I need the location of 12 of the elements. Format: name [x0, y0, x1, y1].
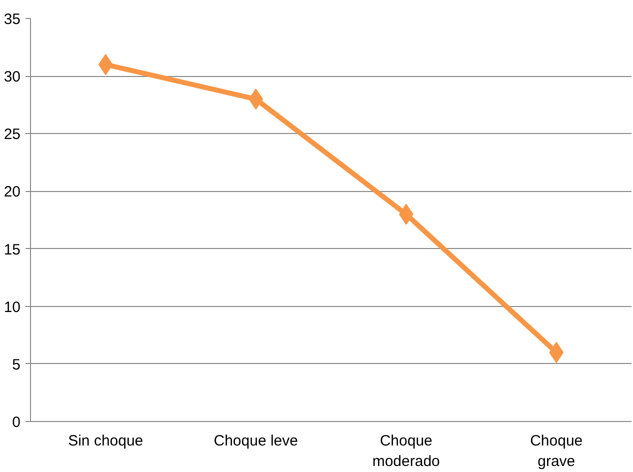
y-tick-label: 20	[4, 184, 21, 201]
y-tick-label: 15	[4, 241, 21, 258]
y-tick-label: 30	[4, 68, 21, 86]
y-tick-label: 0	[12, 414, 20, 431]
y-tick-label: 25	[4, 126, 21, 144]
y-tick-label: 10	[4, 298, 21, 316]
y-tick-label: 35	[4, 11, 21, 28]
y-tick-label: 5	[12, 356, 20, 374]
x-tick-label: Choque leve	[214, 432, 298, 450]
x-tick-label: Choque moderado	[372, 432, 440, 470]
x-tick-label: Sin choque	[68, 432, 144, 450]
x-tick-label: Choque grave	[530, 432, 583, 470]
